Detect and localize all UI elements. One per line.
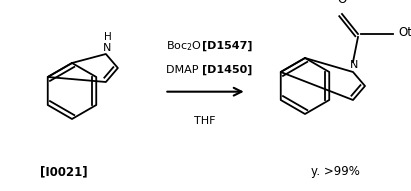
Text: N: N: [350, 60, 358, 70]
Text: [I0021]: [I0021]: [40, 165, 88, 178]
Text: [D1547]: [D1547]: [202, 41, 253, 51]
Text: Boc$_2$O: Boc$_2$O: [166, 39, 202, 53]
Text: N: N: [103, 43, 111, 53]
Text: [D1450]: [D1450]: [202, 65, 253, 75]
Text: THF: THF: [194, 116, 215, 126]
Text: y. >99%: y. >99%: [311, 165, 359, 178]
Text: O: O: [337, 0, 346, 6]
Text: H: H: [104, 32, 112, 42]
Text: OtBu: OtBu: [398, 27, 411, 40]
Text: DMAP: DMAP: [166, 65, 202, 75]
